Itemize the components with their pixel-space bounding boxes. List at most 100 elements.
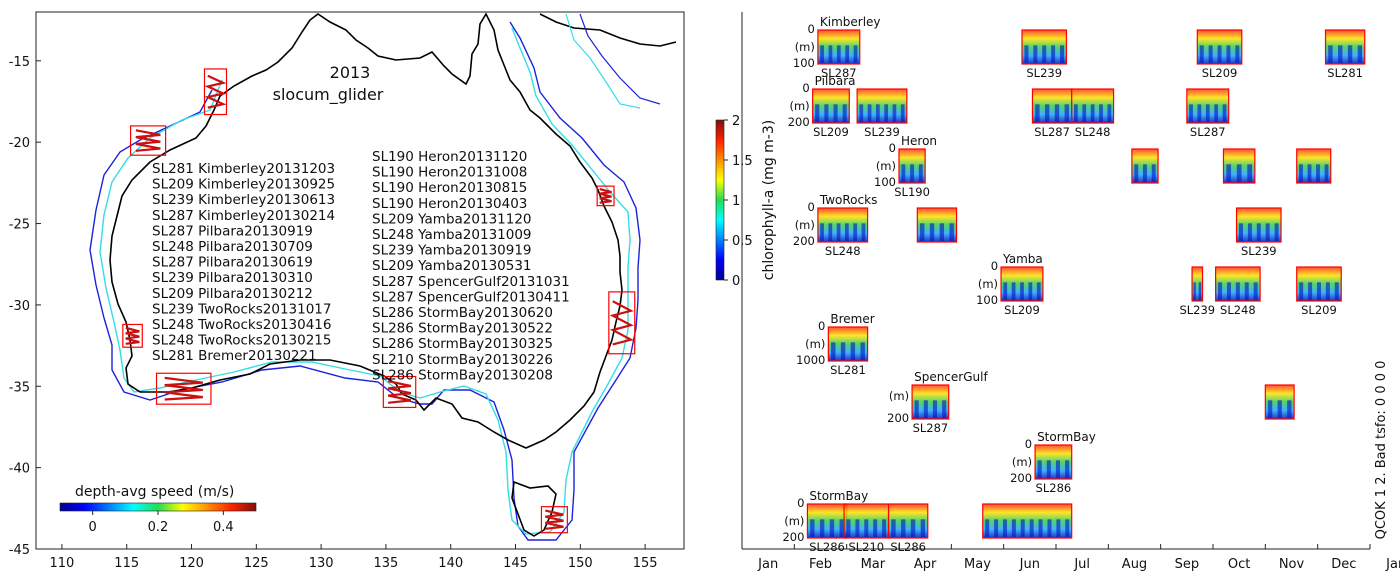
month-label: Dec: [1331, 557, 1356, 572]
glider-track-tworocks: [125, 326, 140, 345]
timeline-row-spencergulf: SpencerGulf (m) 200 SL287: [887, 370, 1295, 435]
glider-id-label: SL239: [1179, 303, 1215, 317]
glider-id-label: SL287: [1190, 125, 1226, 139]
speed-colorbar-tick-label: 0: [89, 520, 97, 535]
shelf-contour-inner: [99, 27, 631, 535]
timeline-row-bremer: Bremer 0 (m) 1000 SL281: [796, 312, 875, 377]
map-axes-frame: [35, 11, 685, 550]
row-depth-tick-label: 1000: [796, 353, 825, 367]
row-depth-tick-label: 100: [976, 293, 998, 307]
map-xtick-label: 110: [50, 556, 75, 571]
shelf-contour-outer: [89, 21, 641, 541]
map-ytick-label: -20: [9, 136, 30, 151]
chlorophyll-colorbar: [715, 119, 725, 281]
deployment-entry: SL286 StormBay20130620: [372, 305, 553, 321]
map-title-year: 2013: [330, 63, 371, 82]
row-depth-tick-label: (m): [805, 337, 825, 351]
deployment-entry: SL239 Kimberley20130613: [152, 192, 335, 208]
row-site-label: Kimberley: [820, 15, 881, 29]
row-site-label: StormBay: [809, 489, 868, 503]
deployment-time-box: [1186, 88, 1230, 124]
map-xtick-label: 155: [633, 556, 658, 571]
png-shelf-contour: [565, 13, 641, 109]
chlorophyll-colorbar-group: 00.511.52 chlorophyll-a (mg m-3): [715, 114, 777, 289]
map-title-platform: slocum_glider: [273, 85, 384, 105]
deployment-entry: SL209 Yamba20130531: [372, 258, 532, 274]
glider-track-stormbay: [545, 509, 564, 530]
month-label: May: [964, 557, 991, 572]
map-panel: 2013 slocum_glider SL281 Kimberley201312…: [9, 11, 685, 571]
row-depth-tick-label: 0: [889, 141, 896, 155]
deployment-entry: SL287 Pilbara20130619: [152, 255, 313, 271]
deployment-entry: SL190 Heron20130815: [372, 180, 527, 196]
row-depth-tick-label: 0: [802, 81, 809, 95]
deployment-entry: SL281 Bremer20130221: [152, 348, 317, 364]
glider-id-label: SL239: [864, 125, 900, 139]
glider-id-label: SL239: [1241, 244, 1277, 258]
qc-side-note: QCOK 1 2. Bad tsfo: 0 0 0 0: [1374, 361, 1389, 540]
map-ytick-label: -40: [9, 462, 30, 477]
row-depth-tick-label: 100: [874, 175, 896, 189]
glider-id-label: SL287: [913, 421, 949, 435]
row-depth-tick-label: (m): [795, 218, 815, 232]
deployment-time-box: [817, 207, 869, 243]
row-site-label: Pilbara: [815, 74, 856, 88]
deployment-time-box: [1131, 148, 1159, 184]
glider-id-label: SL248: [1075, 125, 1111, 139]
row-site-label: SpencerGulf: [914, 370, 988, 384]
row-depth-tick-label: 200: [782, 530, 804, 544]
deployment-entry: SL286 StormBay20130208: [372, 367, 553, 383]
glider-id-label: SL248: [1220, 303, 1256, 317]
map-xtick-label: 125: [244, 556, 269, 571]
timeline-row-tworocks: TwoRocks 0 (m) 200 SL248 SL239: [793, 193, 1282, 258]
deployment-time-box: [817, 29, 861, 65]
glider-id-label: SL248: [825, 244, 861, 258]
timeline-row-kimberley: Kimberley 0 (m) 100 SL287 SL239 SL209 SL281: [793, 15, 1366, 80]
map-xtick-label: 130: [309, 556, 334, 571]
deployment-entry: SL190 Heron20130403: [372, 196, 527, 212]
deployment-entry: SL287 SpencerGulf20131031: [372, 274, 570, 290]
deployment-entry: SL239 Pilbara20130310: [152, 270, 313, 286]
deployment-time-box: [1071, 88, 1115, 124]
map-ytick-label: -35: [9, 380, 30, 395]
deployment-time-box: [1296, 148, 1332, 184]
deployment-time-box: [911, 384, 950, 420]
deployment-box-heron: [596, 185, 615, 207]
row-depth-tick-label: 0: [818, 319, 825, 333]
glider-id-label: SL209: [813, 125, 849, 139]
chlorophyll-colorbar-tick-label: 2: [732, 114, 740, 129]
deployment-box-bremer: [155, 372, 212, 405]
deployment-entry: SL287 Pilbara20130919: [152, 223, 313, 239]
row-depth-tick-label: (m): [784, 514, 804, 528]
row-depth-tick-label: 200: [793, 234, 815, 248]
glider-id-label: SL210: [848, 540, 884, 554]
australia-coastline: [109, 12, 623, 449]
glider-track-kimberley: [135, 129, 161, 152]
glider-id-label: SL287: [821, 66, 857, 80]
map-ytick-label: -45: [9, 543, 30, 558]
deployment-entry: SL239 TwoRocks20131017: [152, 301, 331, 317]
row-depth-tick-label: (m): [889, 389, 909, 403]
map-ytick-label: -25: [9, 218, 30, 233]
speed-colorbar-tick-label: 0.2: [148, 520, 169, 535]
deployment-time-box: [1324, 29, 1366, 65]
tasmania-coastline: [511, 480, 557, 537]
speed-colorbar-tick-label: 0.4: [213, 520, 234, 535]
deployment-box-kimberley: [203, 68, 228, 116]
month-label: Oct: [1228, 557, 1250, 572]
glider-track-spencergulf: [387, 380, 412, 404]
row-site-label: Heron: [901, 134, 937, 148]
deployment-entry: SL281 Kimberley20131203: [152, 161, 335, 177]
chlorophyll-colorbar-label: chlorophyll-a (mg m-3): [761, 120, 777, 280]
month-label: Sep: [1175, 557, 1200, 572]
deployment-time-box: [1196, 29, 1243, 65]
deployment-entry: SL190 Heron20131008: [372, 165, 527, 181]
row-site-label: Yamba: [1002, 252, 1043, 266]
chlorophyll-section: [1192, 267, 1203, 301]
new-guinea-coastline: [539, 13, 677, 47]
